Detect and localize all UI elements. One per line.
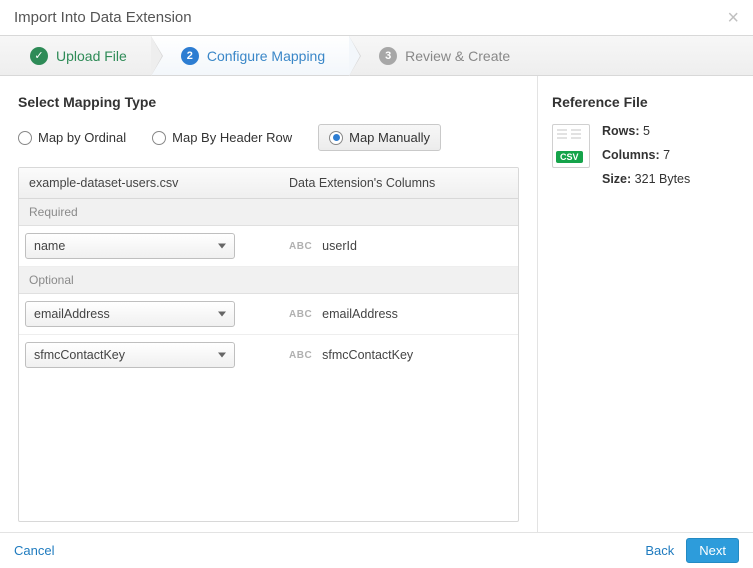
csv-file-icon: CSV bbox=[552, 124, 590, 168]
import-modal: Import Into Data Extension × ✓ Upload Fi… bbox=[0, 0, 753, 568]
radio-icon bbox=[18, 131, 32, 145]
rows-stat: Rows: 5 bbox=[602, 124, 690, 138]
mapping-row: sfmcContactKey ABC sfmcContactKey bbox=[19, 335, 518, 375]
cancel-button[interactable]: Cancel bbox=[14, 543, 54, 558]
text-type-icon: ABC bbox=[289, 241, 312, 252]
radio-map-manually[interactable]: Map Manually bbox=[318, 124, 441, 151]
source-column-select[interactable]: name bbox=[25, 233, 235, 259]
dropdown-value: name bbox=[34, 239, 65, 253]
modal-body: Select Mapping Type Map by Ordinal Map B… bbox=[0, 76, 753, 532]
radio-map-by-ordinal[interactable]: Map by Ordinal bbox=[18, 130, 126, 145]
step-number-icon: 3 bbox=[379, 47, 397, 65]
cols-stat: Columns: 7 bbox=[602, 148, 690, 162]
mapping-table-header: example-dataset-users.csv Data Extension… bbox=[19, 168, 518, 199]
next-button[interactable]: Next bbox=[686, 538, 739, 563]
rows-label: Rows: bbox=[602, 124, 640, 138]
size-value: 321 Bytes bbox=[635, 172, 691, 186]
reference-content: CSV Rows: 5 Columns: 7 Size: 321 Bytes bbox=[552, 124, 739, 186]
radio-map-by-header[interactable]: Map By Header Row bbox=[152, 130, 292, 145]
target-column-name: emailAddress bbox=[322, 307, 398, 321]
step-number-icon: 2 bbox=[181, 47, 199, 65]
de-columns-header: Data Extension's Columns bbox=[279, 168, 518, 198]
mapping-row: emailAddress ABC emailAddress bbox=[19, 294, 518, 335]
cols-label: Columns: bbox=[602, 148, 660, 162]
chevron-down-icon bbox=[218, 353, 226, 358]
reference-pane: Reference File CSV Rows: 5 Columns: 7 Si… bbox=[538, 76, 753, 532]
radio-icon bbox=[152, 131, 166, 145]
size-stat: Size: 321 Bytes bbox=[602, 172, 690, 186]
mapping-table: example-dataset-users.csv Data Extension… bbox=[18, 167, 519, 522]
group-optional: Optional bbox=[19, 267, 518, 294]
text-type-icon: ABC bbox=[289, 350, 312, 361]
cols-value: 7 bbox=[663, 148, 670, 162]
radio-label: Map By Header Row bbox=[172, 130, 292, 145]
reference-stats: Rows: 5 Columns: 7 Size: 321 Bytes bbox=[602, 124, 690, 186]
mapping-row: name ABC userId bbox=[19, 226, 518, 267]
wizard-step-label: Configure Mapping bbox=[207, 48, 325, 64]
modal-header: Import Into Data Extension × bbox=[0, 0, 753, 36]
source-file-header: example-dataset-users.csv bbox=[19, 168, 279, 198]
wizard-step-configure[interactable]: 2 Configure Mapping bbox=[151, 36, 349, 75]
dropdown-value: sfmcContactKey bbox=[34, 348, 125, 362]
modal-title: Import Into Data Extension bbox=[14, 9, 192, 26]
radio-label: Map by Ordinal bbox=[38, 130, 126, 145]
group-required: Required bbox=[19, 199, 518, 226]
text-type-icon: ABC bbox=[289, 309, 312, 320]
radio-icon bbox=[329, 131, 343, 145]
radio-label: Map Manually bbox=[349, 130, 430, 145]
wizard-step-upload[interactable]: ✓ Upload File bbox=[0, 36, 151, 75]
target-column-name: sfmcContactKey bbox=[322, 348, 413, 362]
wizard-step-label: Upload File bbox=[56, 48, 127, 64]
mapping-pane: Select Mapping Type Map by Ordinal Map B… bbox=[0, 76, 538, 532]
wizard-step-label: Review & Create bbox=[405, 48, 510, 64]
dropdown-value: emailAddress bbox=[34, 307, 110, 321]
reference-title: Reference File bbox=[552, 94, 739, 110]
mapping-section-title: Select Mapping Type bbox=[18, 94, 519, 110]
chevron-down-icon bbox=[218, 244, 226, 249]
wizard-step-review[interactable]: 3 Review & Create bbox=[349, 36, 534, 75]
source-column-select[interactable]: emailAddress bbox=[25, 301, 235, 327]
close-icon[interactable]: × bbox=[727, 8, 739, 28]
modal-footer: Cancel Back Next bbox=[0, 532, 753, 568]
mapping-type-radio-group: Map by Ordinal Map By Header Row Map Man… bbox=[18, 124, 519, 151]
source-column-select[interactable]: sfmcContactKey bbox=[25, 342, 235, 368]
wizard-steps: ✓ Upload File 2 Configure Mapping 3 Revi… bbox=[0, 36, 753, 76]
size-label: Size: bbox=[602, 172, 631, 186]
chevron-down-icon bbox=[218, 312, 226, 317]
csv-badge: CSV bbox=[556, 151, 583, 163]
back-button[interactable]: Back bbox=[645, 543, 674, 558]
check-icon: ✓ bbox=[30, 47, 48, 65]
rows-value: 5 bbox=[643, 124, 650, 138]
target-column-name: userId bbox=[322, 239, 357, 253]
